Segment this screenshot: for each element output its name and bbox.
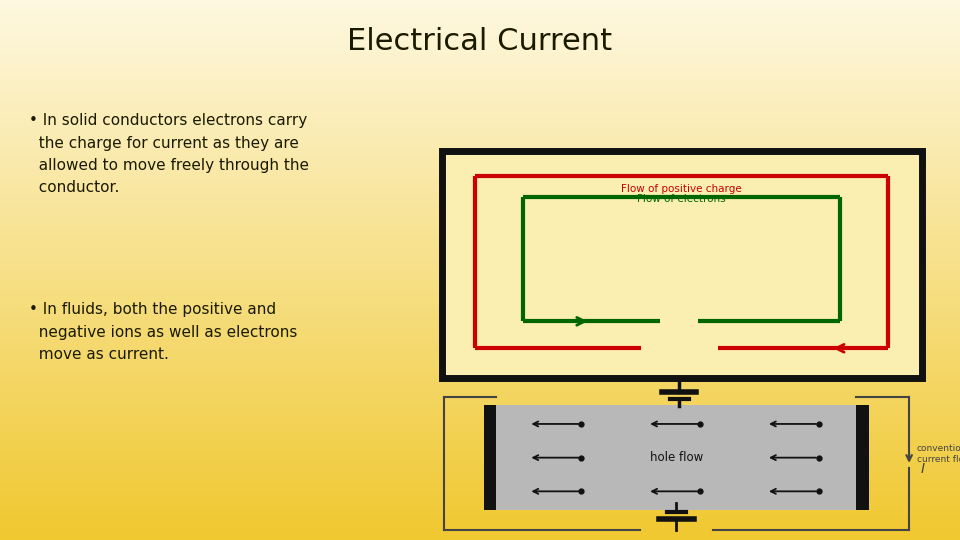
Bar — [496, 405, 856, 510]
Bar — [484, 405, 496, 510]
Text: Flow of electrons: Flow of electrons — [637, 194, 726, 205]
Text: Electrical Current: Electrical Current — [348, 27, 612, 56]
Bar — [856, 405, 869, 510]
Text: Flow of positive charge: Flow of positive charge — [621, 184, 742, 194]
Bar — [442, 151, 922, 378]
Text: I: I — [921, 462, 924, 476]
Text: conventional
current flow: conventional current flow — [917, 444, 960, 463]
Text: • In solid conductors electrons carry
  the charge for current as they are
  all: • In solid conductors electrons carry th… — [29, 113, 309, 195]
Text: hole flow: hole flow — [650, 451, 703, 464]
Text: • In fluids, both the positive and
  negative ions as well as electrons
  move a: • In fluids, both the positive and negat… — [29, 302, 298, 362]
